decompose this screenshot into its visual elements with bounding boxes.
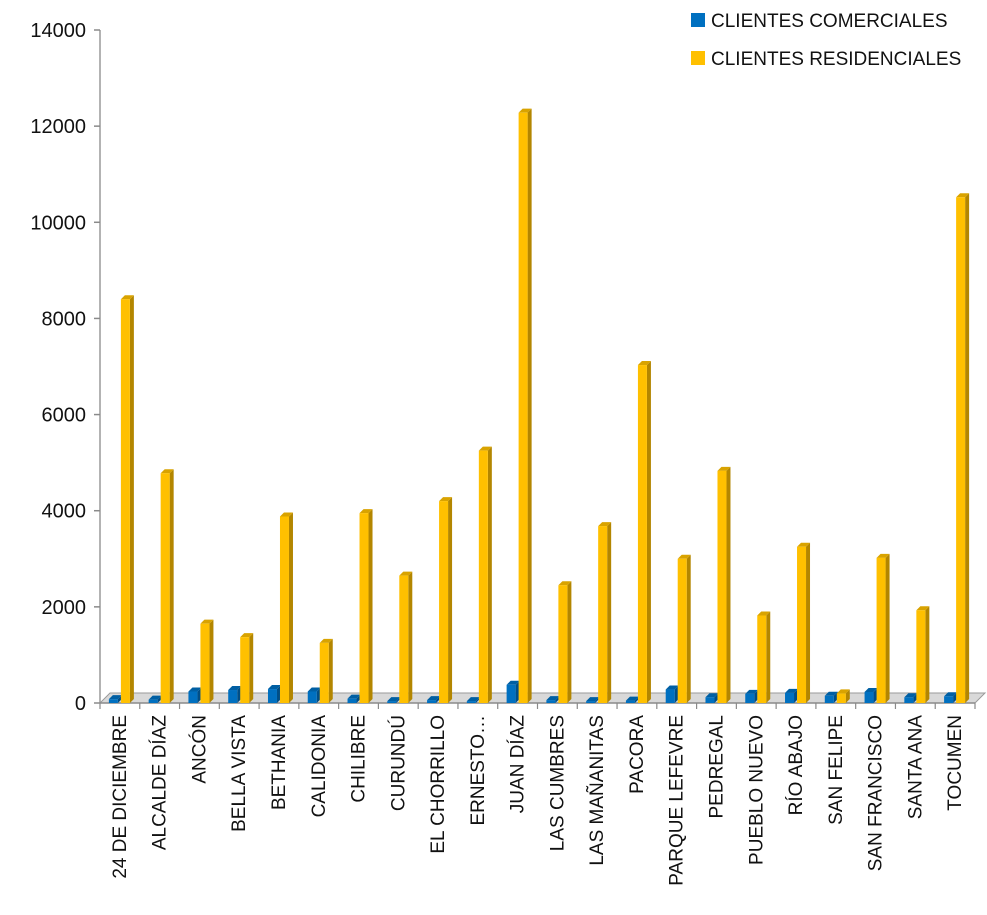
legend-label-comerciales: CLIENTES COMERCIALES [711, 11, 948, 32]
x-tick-label: LAS CUMBRES [547, 715, 568, 851]
bar-residenciales [319, 638, 333, 703]
bar-residenciales [558, 581, 572, 703]
legend-swatch-comerciales [691, 13, 705, 27]
bar-residenciales [439, 497, 453, 703]
x-tick-label: RÍO ABAJO [786, 715, 807, 815]
bar-residenciales [836, 689, 850, 703]
bar-comerciales [228, 686, 242, 703]
bar-residenciales [518, 108, 532, 703]
x-tick-label: ALCALDE DÍAZ [150, 715, 171, 851]
bar-residenciales [399, 571, 413, 703]
bar-comerciales [267, 685, 281, 703]
legend: CLIENTES COMERCIALES CLIENTES RESIDENCIA… [691, 11, 961, 70]
x-tick-label: ANCÓN [188, 715, 210, 784]
category-labels: 24 DE DICIEMBRE ALCALDE DÍAZ ANCÓN BELLA VI… [110, 715, 966, 886]
x-tick-label: PEDREGAL [706, 715, 727, 818]
y-tick-label: 12000 [30, 116, 86, 138]
bar-residenciales [677, 554, 691, 703]
bar-residenciales [478, 446, 492, 703]
x-tick-label: CALIDONIA [309, 715, 330, 818]
legend-swatch-residenciales [691, 51, 705, 65]
x-tick-label: PUEBLO NUEVO [746, 715, 767, 865]
bars [108, 108, 970, 703]
legend-label-residenciales: CLIENTES RESIDENCIALES [711, 49, 961, 70]
x-tick-label: CURUNDÚ [387, 715, 409, 811]
x-tick-label: EL CHORRILLO [428, 715, 449, 854]
bar-residenciales [200, 619, 214, 703]
x-tick-label: JUAN DÍAZ [508, 715, 529, 814]
bar-residenciales [160, 469, 174, 703]
bar-comerciales [665, 685, 679, 703]
x-tick-label: PACORA [627, 715, 648, 794]
y-tick-label: 4000 [42, 501, 87, 523]
bar-residenciales [717, 466, 731, 703]
bar-residenciales [637, 361, 651, 703]
y-tick-label: 14000 [30, 20, 86, 42]
bar-residenciales [876, 553, 890, 703]
x-tick-label: BETHANIA [269, 715, 290, 810]
bar-residenciales [916, 606, 930, 703]
x-tick-label: TOCUMEN [945, 715, 966, 811]
x-tick-label: SANTA ANA [905, 715, 926, 820]
y-tick-label: 0 [75, 693, 86, 715]
bar-residenciales [757, 611, 771, 703]
bar-residenciales [240, 633, 254, 703]
x-tick-label: PARQUE LEFEVRE [667, 715, 688, 886]
bar-comerciales [188, 687, 202, 703]
bar-comerciales [864, 687, 878, 703]
bar-residenciales [598, 522, 612, 703]
y-tick-label: 2000 [42, 597, 87, 619]
y-tick-label: 8000 [42, 308, 87, 330]
bar-residenciales [797, 542, 811, 703]
bar-residenciales [120, 295, 134, 703]
bar-residenciales [359, 509, 373, 703]
x-tick-label: 24 DE DICIEMBRE [110, 715, 131, 879]
bar-comerciales [307, 687, 321, 703]
x-tick-label: SAN FELIPE [826, 715, 847, 825]
x-tick-label: SAN FRANCISCO [866, 715, 887, 871]
y-tick-label: 6000 [42, 405, 87, 427]
bar-residenciales [956, 193, 970, 703]
bar-comerciales [506, 680, 520, 703]
bar-residenciales [279, 512, 293, 703]
x-tick-label: ERNESTO… [468, 715, 489, 826]
y-tick-label: 10000 [30, 212, 86, 234]
bar-comerciales [785, 688, 799, 703]
x-tick-label: BELLA VISTA [229, 715, 250, 832]
x-tick-label: LAS MAÑANITAS [586, 715, 608, 866]
x-tick-label: CHILIBRE [349, 715, 370, 803]
